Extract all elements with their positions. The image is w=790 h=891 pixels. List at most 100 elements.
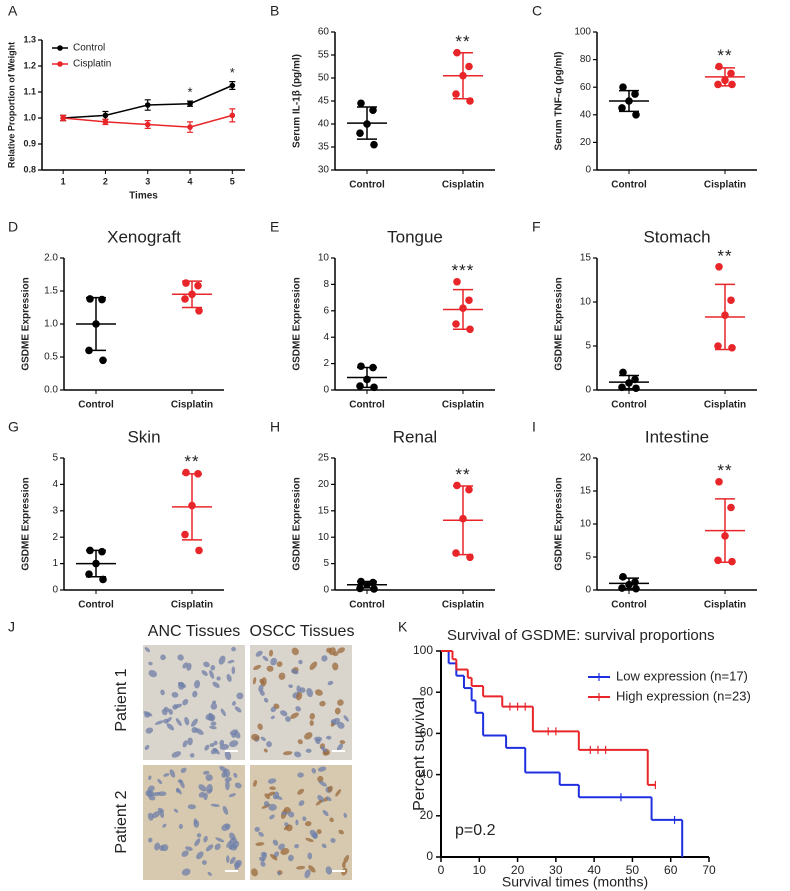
cell-nucleus [260,851,267,858]
significance: ** [455,32,470,51]
y-tick-label: 20 [580,137,592,148]
cell-nucleus [166,723,175,731]
data-point [714,342,722,350]
panel-title: Skin [127,427,160,446]
y-tick-label: 60 [318,27,330,38]
cell-nucleus [144,647,151,653]
data-point [102,119,109,125]
y-tick-label: 30 [318,165,330,176]
cell-nucleus [186,662,192,671]
cell-nucleus [213,740,218,746]
cell-nucleus [151,811,161,819]
cell-nucleus [204,744,210,751]
cell-nucleus [154,720,164,725]
cell-nucleus [296,685,302,694]
legend-label: Control [73,43,105,54]
panel-title: Xenograft [107,227,181,246]
x-tick-label: Control [78,600,114,611]
panel-letter: C [532,3,542,19]
cell-nucleus [205,774,213,781]
cell-nucleus [229,856,236,865]
cell-nucleus [180,767,187,773]
x-tick-label: Cisplatin [442,600,484,611]
y-tick-label: 20 [318,479,330,490]
cell-nucleus [178,681,185,690]
data-point [144,102,151,108]
y-tick-label: 1.5 [44,286,58,297]
row-header: Patient 2 [113,790,130,853]
sd-bar [182,473,202,541]
x-tick-label: Control [611,400,647,411]
panel-title: Stomach [643,227,710,246]
cell-nucleus [338,829,344,835]
cell-nucleus [181,850,189,857]
x-tick-label: 2 [103,176,108,186]
cell-nucleus [157,791,167,797]
cell-nucleus [187,737,193,746]
y-tick-label: 20 [580,453,592,464]
data-point [632,111,640,119]
y-tick-label: 5 [323,558,329,569]
cell-nucleus [298,659,303,665]
cell-nucleus [339,740,346,744]
data-point [357,99,365,108]
cell-nucleus [147,790,154,797]
y-axis-label: Serum IL-1β (pg/ml) [292,54,303,148]
legend-marker [57,45,63,51]
cell-nucleus [233,772,238,778]
cell-nucleus [234,782,242,789]
panel-title: Intestine [645,427,709,446]
cell-nucleus [196,833,202,838]
cell-nucleus [309,661,318,670]
x-tick-label: 70 [702,863,716,877]
data-point [452,90,460,98]
sd-bar [453,51,473,100]
data-point [99,356,107,365]
cell-nucleus [328,647,336,656]
cell-nucleus [282,751,293,756]
cell-nucleus [343,715,349,722]
y-tick-label: 0 [585,385,591,396]
y-tick-label: 10 [318,532,330,543]
x-tick-label: 1 [61,176,66,186]
cell-nucleus [176,787,182,795]
y-tick-label: 60 [580,82,592,93]
cell-nucleus [169,769,176,778]
data-point [631,90,639,98]
x-tick-label: Control [611,600,647,611]
cell-nucleus [221,823,231,831]
cell-nucleus [343,855,350,864]
cell-nucleus [212,681,220,688]
y-tick-label: 2 [323,358,329,369]
sd-bar [453,288,473,331]
sd-bar [619,89,639,113]
panel-letter: A [8,3,18,19]
x-tick-label: 10 [473,863,487,877]
cell-nucleus [278,843,285,850]
data-point [370,585,378,593]
cell-nucleus [205,844,214,852]
y-tick-label: 1.0 [44,319,58,330]
cell-nucleus [270,715,275,720]
cell-nucleus [309,720,314,726]
cell-nucleus [228,793,237,798]
y-tick-label: 8 [323,279,329,290]
cell-nucleus [297,788,305,795]
data-point [181,530,189,539]
panel-letter: E [270,219,279,235]
cell-nucleus [296,865,306,870]
cell-nucleus [343,812,348,819]
data-point [369,106,377,114]
sd-bar [453,485,473,556]
cell-nucleus [173,808,179,813]
y-tick-label: 40 [420,767,434,781]
cell-nucleus [262,655,269,662]
cell-nucleus [317,766,327,772]
cell-nucleus [214,843,221,851]
cell-nucleus [208,788,213,793]
y-axis-label: Relative Proportion of Weight [6,42,16,168]
cell-nucleus [231,646,236,652]
data-point [356,382,364,390]
cell-nucleus [334,707,341,715]
